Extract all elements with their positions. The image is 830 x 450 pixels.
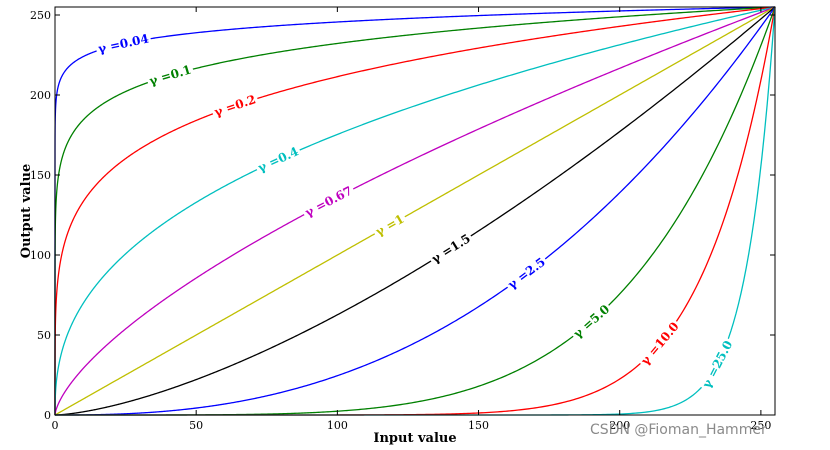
curve-label-bg — [427, 230, 475, 268]
y-tick-label: 200 — [30, 89, 51, 102]
curve-label-group: γ =25.0 — [698, 336, 737, 393]
curve-label-bg — [94, 31, 152, 57]
curves-layer — [54, 6, 776, 416]
curve-label-group: γ =1.5 — [427, 230, 475, 268]
curve-label-group: γ =1 — [371, 210, 409, 240]
x-tick-label: 200 — [609, 419, 630, 432]
curve-gamma-0-4 — [54, 6, 776, 415]
x-axis-ticks: 0 50 100 150 200 250 — [52, 7, 771, 432]
curve-label-group: γ =10.0 — [636, 317, 683, 370]
x-tick-label: 250 — [750, 419, 771, 432]
curve-label-group: γ =0.67 — [300, 182, 357, 221]
curve-label-group: γ =0.2 — [210, 91, 260, 121]
y-tick-label: 250 — [30, 9, 51, 22]
curve-label: γ =2.5 — [505, 255, 548, 292]
curve-label-bg — [300, 182, 357, 221]
curve-label: γ =0.67 — [303, 183, 355, 219]
plot-frame — [54, 6, 776, 416]
x-tick-label: 150 — [468, 419, 489, 432]
y-tick-label: 50 — [37, 329, 51, 342]
curve-gamma-1 — [54, 6, 776, 416]
curve-label-bg — [503, 253, 550, 294]
curve-label-bg — [145, 61, 195, 89]
y-axis-ticks: 0 50 100 150 200 250 — [30, 9, 775, 422]
x-tick-label: 100 — [327, 419, 348, 432]
curve-label: γ =0.4 — [256, 144, 301, 175]
curve-label-bg — [371, 210, 409, 240]
y-tick-label: 150 — [30, 169, 51, 182]
y-tick-label: 0 — [44, 409, 51, 422]
curve-label: γ =5.0 — [571, 302, 613, 341]
curve-label-bg — [636, 317, 683, 370]
curve-label-bg — [698, 336, 737, 393]
curve-label: γ =0.2 — [212, 92, 257, 119]
curve-gamma-0-04 — [54, 6, 776, 415]
curve-gamma-0-2 — [54, 6, 776, 415]
curve-gamma-0-1 — [54, 6, 776, 415]
x-tick-label: 0 — [52, 419, 59, 432]
curve-label-group: γ =0.1 — [145, 61, 195, 89]
x-tick-label: 50 — [189, 419, 203, 432]
curve-label-bg — [210, 91, 260, 121]
curve-label: γ =0.1 — [148, 63, 193, 89]
y-axis-title: Output value — [19, 164, 34, 259]
watermark: CSDN @Fioman_Hammer — [590, 422, 767, 438]
curve-label: γ =10.0 — [638, 319, 682, 367]
y-tick-label: 100 — [30, 249, 51, 262]
curve-label-group: γ =0.04 — [94, 31, 152, 57]
curve-label: γ =25.0 — [699, 338, 735, 390]
curve-label-group: γ =5.0 — [569, 300, 614, 343]
curve-label-group: γ =2.5 — [503, 253, 550, 294]
curve-label-bg — [253, 143, 303, 176]
curve-gamma-1-5 — [55, 6, 776, 416]
x-axis-title: Input value — [373, 431, 456, 446]
curve-label: γ =0.04 — [97, 31, 150, 56]
curve-label: γ =1.5 — [429, 231, 473, 266]
curve-label: γ =1 — [373, 212, 406, 239]
curve-label-group: γ =0.4 — [253, 143, 303, 176]
curve-label-bg — [569, 300, 614, 343]
curve-gamma-0-67 — [54, 6, 776, 415]
